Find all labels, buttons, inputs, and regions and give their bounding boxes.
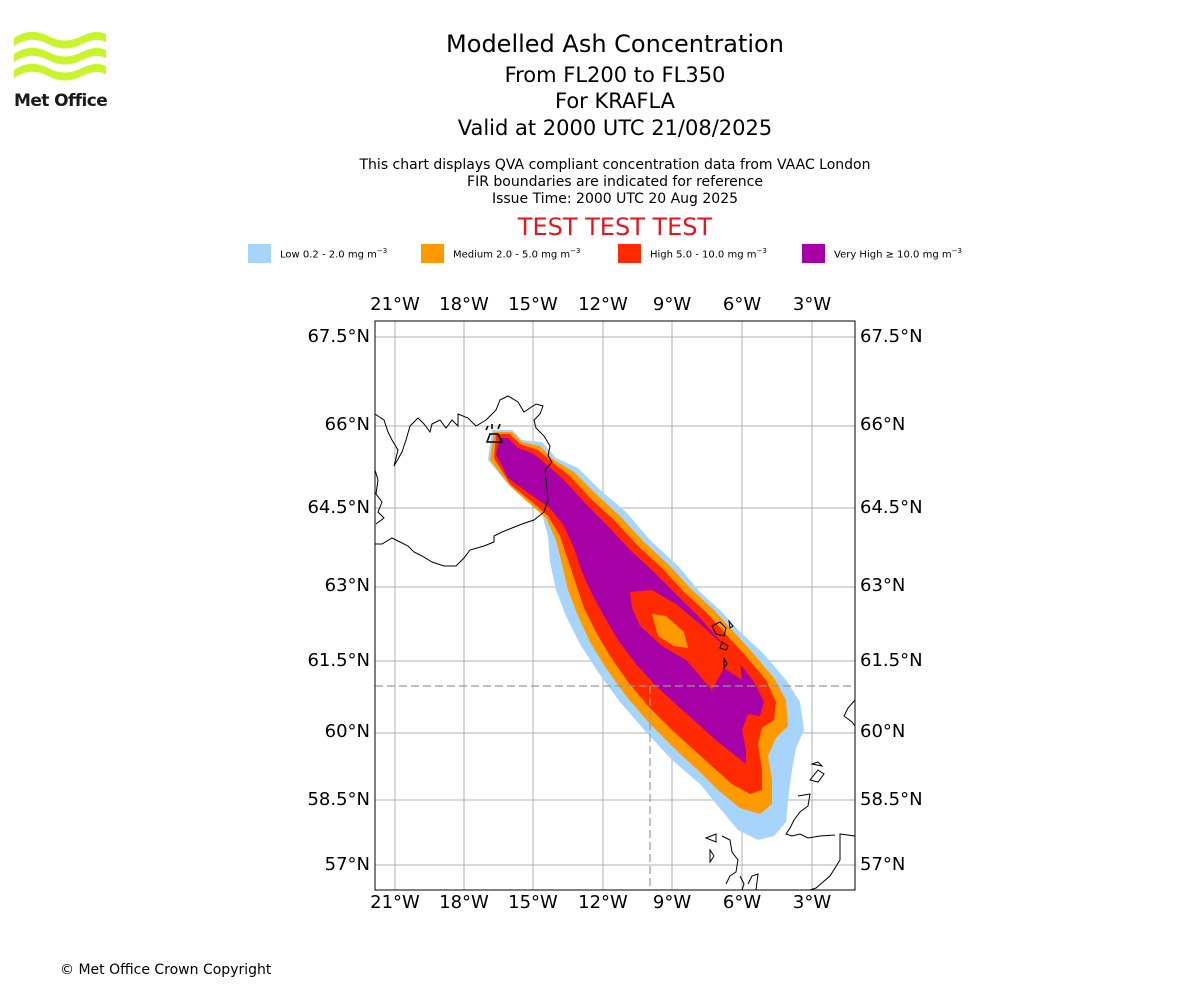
lat-label-left-63n: 63°N bbox=[324, 575, 370, 596]
lon-label-bottom-15w: 15°W bbox=[508, 892, 558, 913]
lat-label-right-60n: 60°N bbox=[860, 721, 906, 742]
lat-label-right-57n: 57°N bbox=[860, 854, 906, 875]
lon-label-top-15w: 15°W bbox=[508, 294, 558, 315]
lat-label-left-66n: 66°N bbox=[324, 414, 370, 435]
legend-swatch-high bbox=[618, 244, 641, 263]
map-frame bbox=[374, 320, 856, 891]
legend-unit-exp-high: −3 bbox=[756, 247, 767, 255]
lon-label-top-3w: 3°W bbox=[792, 294, 832, 315]
lon-label-top-12w: 12°W bbox=[578, 294, 628, 315]
coastlines bbox=[375, 395, 855, 890]
issue-time: Issue Time: 2000 UTC 20 Aug 2025 bbox=[491, 191, 739, 207]
lat-label-right-63n: 63°N bbox=[860, 575, 906, 596]
info-line-vaac: This chart displays QVA compliant concen… bbox=[359, 157, 871, 173]
lat-label-left-61-5n: 61.5°N bbox=[307, 650, 370, 671]
lat-label-left-60n: 60°N bbox=[324, 721, 370, 742]
iceland-west-fjords bbox=[375, 469, 385, 525]
met-office-waves-icon bbox=[14, 31, 106, 81]
lat-label-left-67-5n: 67.5°N bbox=[307, 326, 370, 347]
legend-unit-exp-low: −3 bbox=[376, 247, 388, 255]
volcano-icon bbox=[485, 423, 504, 443]
logo-text: Met Office bbox=[14, 91, 108, 111]
scotland-coastline bbox=[704, 761, 855, 890]
lon-label-top-18w: 18°W bbox=[439, 294, 489, 315]
legend-label-medium: Medium 2.0 - 5.0 mg m bbox=[453, 249, 571, 261]
lon-label-top-6w: 6°W bbox=[722, 294, 762, 315]
lon-label-bottom-12w: 12°W bbox=[578, 892, 628, 913]
lat-label-right-61-5n: 61.5°N bbox=[860, 650, 923, 671]
lon-label-bottom-9w: 9°W bbox=[652, 892, 692, 913]
valid-time: Valid at 2000 UTC 21/08/2025 bbox=[457, 116, 773, 140]
lat-label-right-64-5n: 64.5°N bbox=[860, 497, 923, 518]
legend-swatch-low bbox=[248, 244, 271, 263]
lat-label-left-58-5n: 58.5°N bbox=[307, 789, 370, 810]
lon-label-bottom-21w: 21°W bbox=[370, 892, 420, 913]
chart-title: Modelled Ash Concentration bbox=[446, 30, 784, 58]
ash-plume-very-high bbox=[496, 438, 764, 764]
legend-unit-exp-very-high: −3 bbox=[951, 247, 962, 255]
lat-label-right-58-5n: 58.5°N bbox=[860, 789, 923, 810]
met-office-logo: Met Office bbox=[14, 30, 109, 112]
lon-label-top-9w: 9°W bbox=[652, 294, 692, 315]
fir-boundaries bbox=[375, 685, 855, 890]
legend-label-low: Low 0.2 - 2.0 mg m bbox=[280, 249, 377, 261]
info-line-fir: FIR boundaries are indicated for referen… bbox=[467, 174, 763, 190]
legend-label-very-high: Very High ≥ 10.0 mg m bbox=[834, 249, 952, 261]
legend-swatch-very-high bbox=[802, 244, 825, 263]
iceland-coastline bbox=[375, 395, 553, 567]
legend-swatch-medium bbox=[421, 244, 444, 263]
faroe-islands bbox=[711, 619, 734, 670]
flight-level-range: From FL200 to FL350 bbox=[504, 63, 726, 87]
graticule bbox=[375, 321, 855, 890]
volcano-label: For KRAFLA bbox=[555, 89, 675, 113]
ash-pocket-medium bbox=[652, 614, 688, 648]
norway-coastline bbox=[843, 699, 855, 727]
legend-unit-exp-medium: −3 bbox=[570, 247, 581, 255]
lon-label-bottom-18w: 18°W bbox=[439, 892, 489, 913]
lat-label-right-67-5n: 67.5°N bbox=[860, 326, 923, 347]
legend-label-high: High 5.0 - 10.0 mg m bbox=[650, 249, 757, 261]
copyright-notice: © Met Office Crown Copyright bbox=[60, 962, 272, 978]
lon-label-bottom-6w: 6°W bbox=[722, 892, 762, 913]
lat-label-left-64-5n: 64.5°N bbox=[307, 497, 370, 518]
lon-label-top-21w: 21°W bbox=[370, 294, 420, 315]
lat-label-left-57n: 57°N bbox=[324, 854, 370, 875]
test-banner: TEST TEST TEST bbox=[517, 213, 713, 241]
lat-label-right-66n: 66°N bbox=[860, 414, 906, 435]
lon-label-bottom-3w: 3°W bbox=[792, 892, 832, 913]
